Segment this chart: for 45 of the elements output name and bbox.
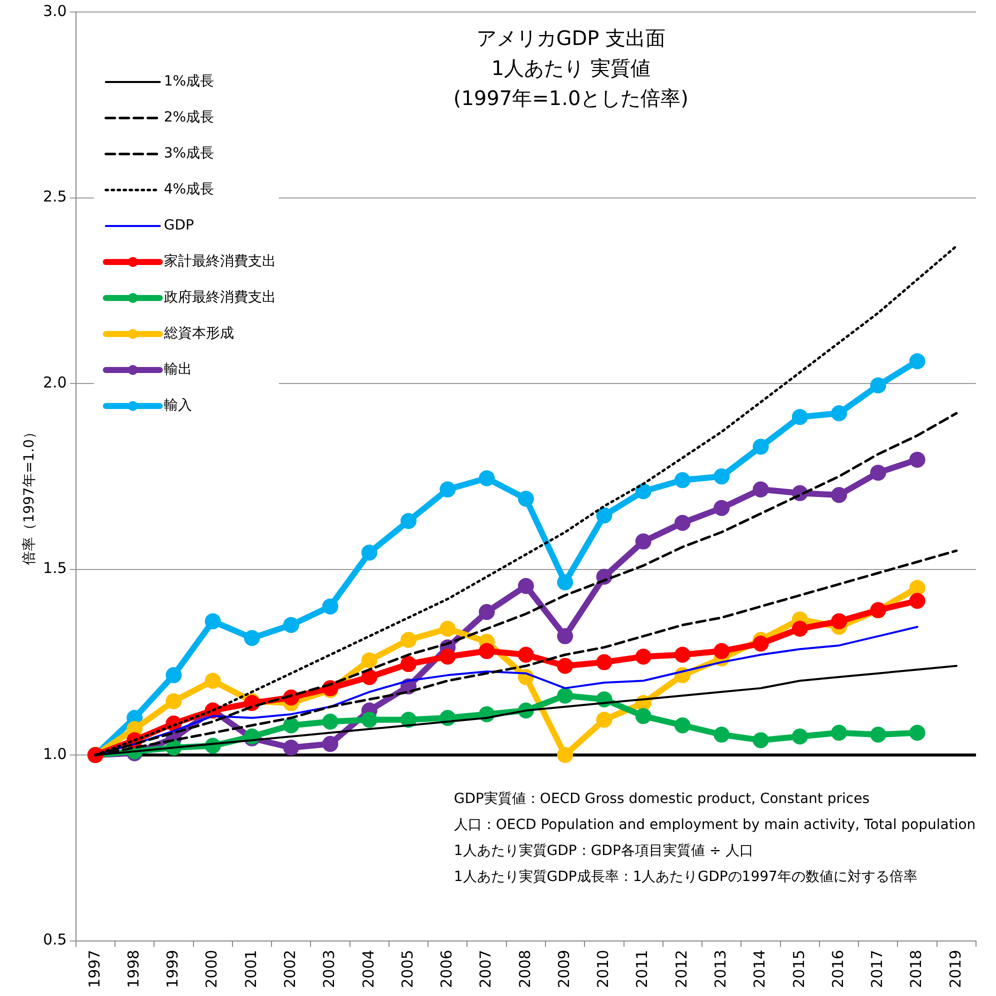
x-tick-label: 2006 [438, 950, 456, 988]
legend-label: 輸出 [164, 362, 192, 378]
legend-label: 政府最終消費支出 [164, 290, 276, 306]
x-tick-label: 2014 [750, 950, 769, 988]
x-tick-label: 2019 [946, 950, 964, 988]
legend-label: 4%成長 [164, 182, 214, 198]
x-tick-label: 2018 [907, 950, 926, 988]
annotation: 1人あたり実質GDP：GDP各項目実質値 ÷ 人口 [454, 842, 754, 859]
x-tick-label: 2015 [790, 950, 808, 988]
x-tick-label: 2009 [554, 950, 573, 988]
x-tick-label: 2004 [359, 950, 378, 988]
legend-label: 2%成長 [164, 110, 214, 126]
legend-label: 3%成長 [164, 146, 214, 162]
x-tick-label: 1999 [164, 950, 182, 988]
text: アメリカGDP 支出面 1人あたり 実質値 (1997年=1.0とした倍率) [453, 26, 688, 110]
y-tick-label: 2.5 [42, 188, 67, 206]
x-tick-label: 1998 [124, 950, 142, 988]
legend-label: 輸入 [164, 398, 192, 414]
x-tick-label: 2011 [633, 950, 652, 988]
legend-label: 総資本形成 [162, 326, 234, 342]
x-tick-label: 2016 [828, 950, 847, 988]
x-tick-label: 2017 [868, 950, 886, 988]
x-tick-label: 2010 [594, 950, 612, 988]
annotation: 1人あたり実質GDP成長率：1人あたりGDPの1997年の数値に対する倍率 [454, 868, 918, 885]
legend-label: 1%成長 [164, 74, 214, 90]
y-tick-label: 3.0 [42, 2, 67, 20]
x-tick-label: 2008 [516, 950, 534, 988]
y-tick-label: 0.5 [42, 930, 67, 949]
x-tick-label: 2013 [712, 950, 730, 988]
y-tick-label: 2.0 [42, 373, 67, 392]
y-tick-label: 1.0 [42, 744, 67, 763]
x-tick-label: 2003 [320, 950, 338, 988]
legend-label: 家計最終消費支出 [164, 254, 276, 270]
legend-label: GDP [164, 218, 194, 234]
x-tick-label: 2005 [398, 950, 416, 988]
x-tick-label: 2012 [672, 950, 690, 988]
x-tick-label: 1997 [85, 950, 104, 988]
x-tick-label: 2007 [476, 950, 495, 988]
annotation: GDP実質値：OECD Gross domestic product, Constant prices [454, 790, 870, 807]
y-tick-label: 1.5 [42, 559, 67, 578]
annotation: 人口：OECD Population and employment by main activity, Total population [454, 816, 976, 833]
x-tick-label: 2002 [281, 950, 299, 988]
x-tick-label: 2001 [242, 950, 260, 988]
x-tick-label: 2000 [202, 950, 221, 988]
y-axis-title: 倍率（1997年=1.0） [22, 425, 38, 565]
